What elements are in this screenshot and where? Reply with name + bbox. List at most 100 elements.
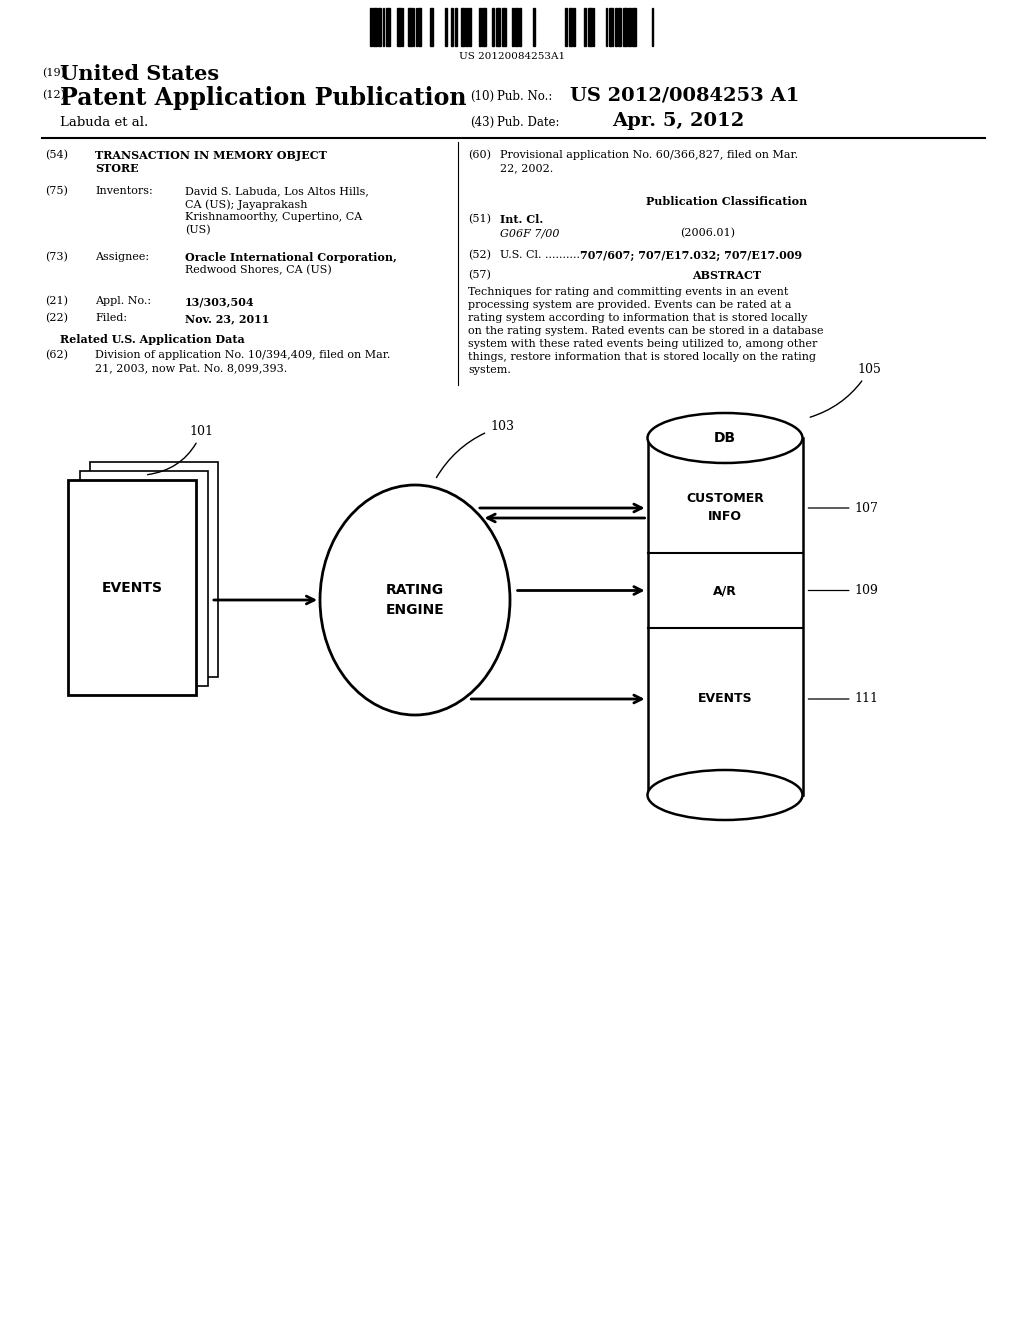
- Text: (60): (60): [468, 150, 490, 160]
- Bar: [68, 480, 196, 696]
- Bar: [618, 8, 621, 46]
- Text: 111: 111: [808, 693, 879, 705]
- Bar: [502, 8, 506, 46]
- Bar: [588, 8, 592, 46]
- Text: EVENTS: EVENTS: [101, 581, 163, 594]
- Text: (52): (52): [468, 249, 490, 260]
- Bar: [370, 8, 372, 46]
- Bar: [416, 8, 417, 46]
- Text: STORE: STORE: [95, 162, 138, 174]
- Bar: [492, 8, 494, 46]
- Bar: [418, 8, 421, 46]
- Text: 101: 101: [147, 425, 214, 475]
- Bar: [455, 8, 457, 46]
- Ellipse shape: [319, 484, 510, 715]
- Text: (2006.01): (2006.01): [680, 228, 735, 239]
- Bar: [90, 462, 218, 677]
- Text: 21, 2003, now Pat. No. 8,099,393.: 21, 2003, now Pat. No. 8,099,393.: [95, 363, 288, 374]
- Text: (54): (54): [45, 150, 68, 160]
- Text: Inventors:: Inventors:: [95, 186, 153, 195]
- Bar: [609, 8, 613, 46]
- Text: Int. Cl.: Int. Cl.: [500, 214, 544, 224]
- Text: (57): (57): [468, 271, 490, 280]
- Text: David S. Labuda, Los Altos Hills,: David S. Labuda, Los Altos Hills,: [185, 186, 369, 195]
- Text: Pub. No.:: Pub. No.:: [497, 90, 552, 103]
- Text: A/R: A/R: [713, 583, 737, 597]
- Text: Nov. 23, 2011: Nov. 23, 2011: [185, 313, 269, 323]
- Bar: [534, 8, 535, 46]
- Text: (19): (19): [42, 69, 65, 78]
- Text: CA (US); Jayaprakash: CA (US); Jayaprakash: [185, 199, 307, 210]
- Text: (51): (51): [468, 214, 490, 224]
- Text: Oracle International Corporation,: Oracle International Corporation,: [185, 252, 397, 263]
- Bar: [383, 8, 384, 46]
- Bar: [519, 8, 520, 46]
- Text: Division of application No. 10/394,409, filed on Mar.: Division of application No. 10/394,409, …: [95, 350, 390, 360]
- Text: TRANSACTION IN MEMORY OBJECT: TRANSACTION IN MEMORY OBJECT: [95, 150, 327, 161]
- Text: 103: 103: [436, 420, 514, 478]
- Text: (US): (US): [185, 224, 211, 235]
- Bar: [373, 8, 377, 46]
- Text: US 20120084253A1: US 20120084253A1: [459, 51, 565, 61]
- Bar: [515, 8, 517, 46]
- Bar: [378, 8, 381, 46]
- Text: (43): (43): [470, 116, 495, 129]
- Ellipse shape: [647, 413, 803, 463]
- Bar: [632, 8, 636, 46]
- Text: things, restore information that is stored locally on the rating: things, restore information that is stor…: [468, 352, 816, 362]
- Bar: [651, 8, 653, 46]
- Bar: [413, 8, 414, 46]
- Text: (12): (12): [42, 90, 65, 100]
- Text: Pub. Date:: Pub. Date:: [497, 116, 559, 129]
- Text: CUSTOMER
INFO: CUSTOMER INFO: [686, 492, 764, 524]
- Bar: [584, 8, 586, 46]
- Text: Filed:: Filed:: [95, 313, 127, 323]
- Bar: [572, 8, 575, 46]
- Bar: [479, 8, 480, 46]
- Text: Krishnamoorthy, Cupertino, CA: Krishnamoorthy, Cupertino, CA: [185, 213, 362, 222]
- Text: (10): (10): [470, 90, 495, 103]
- Text: Provisional application No. 60/366,827, filed on Mar.: Provisional application No. 60/366,827, …: [500, 150, 798, 160]
- Bar: [396, 8, 400, 46]
- Text: Techniques for rating and committing events in an event: Techniques for rating and committing eve…: [468, 286, 788, 297]
- Text: 107: 107: [808, 502, 879, 515]
- Bar: [430, 8, 432, 46]
- Bar: [466, 8, 468, 46]
- Bar: [615, 8, 616, 46]
- Text: Publication Classification: Publication Classification: [646, 195, 808, 207]
- Bar: [512, 8, 513, 46]
- Text: system with these rated events being utilized to, among other: system with these rated events being uti…: [468, 339, 817, 348]
- Bar: [605, 8, 607, 46]
- Text: 22, 2002.: 22, 2002.: [500, 162, 553, 173]
- Text: EVENTS: EVENTS: [697, 693, 753, 705]
- Text: (73): (73): [45, 252, 68, 263]
- Bar: [647, 438, 803, 795]
- Bar: [461, 8, 465, 46]
- Text: (22): (22): [45, 313, 68, 323]
- Text: U.S. Cl. ..........: U.S. Cl. ..........: [500, 249, 580, 260]
- Text: system.: system.: [468, 366, 511, 375]
- Text: Redwood Shores, CA (US): Redwood Shores, CA (US): [185, 265, 332, 276]
- Text: United States: United States: [60, 63, 219, 84]
- Bar: [569, 8, 571, 46]
- Text: 109: 109: [808, 583, 879, 597]
- Text: rating system according to information that is stored locally: rating system according to information t…: [468, 313, 807, 323]
- Text: (21): (21): [45, 296, 68, 306]
- Bar: [623, 8, 627, 46]
- Bar: [451, 8, 453, 46]
- Text: ABSTRACT: ABSTRACT: [692, 271, 762, 281]
- Text: Related U.S. Application Data: Related U.S. Application Data: [59, 334, 245, 345]
- Text: 13/303,504: 13/303,504: [185, 296, 255, 308]
- Text: Patent Application Publication: Patent Application Publication: [60, 86, 467, 110]
- Text: Appl. No.:: Appl. No.:: [95, 296, 152, 306]
- Text: G06F 7/00: G06F 7/00: [500, 228, 559, 238]
- Bar: [564, 8, 567, 46]
- Text: Labuda et al.: Labuda et al.: [60, 116, 148, 129]
- Bar: [496, 8, 500, 46]
- Text: 105: 105: [810, 363, 882, 417]
- Text: US 2012/0084253 A1: US 2012/0084253 A1: [570, 86, 800, 104]
- Bar: [385, 8, 389, 46]
- Bar: [469, 8, 470, 46]
- Text: on the rating system. Rated events can be stored in a database: on the rating system. Rated events can b…: [468, 326, 823, 337]
- Text: (75): (75): [45, 186, 68, 197]
